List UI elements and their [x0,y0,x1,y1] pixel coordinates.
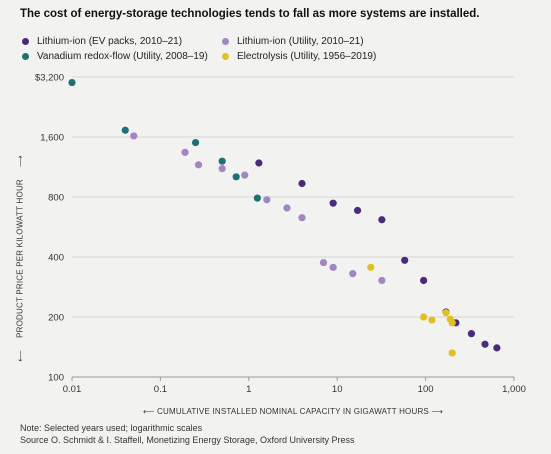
x-tick-label: 0.1 [154,384,167,395]
data-point [255,159,263,167]
data-point [420,313,428,321]
legend-swatch [22,53,29,60]
data-point [298,179,306,188]
data-point [378,216,386,224]
y-tick-label: 200 [48,313,64,324]
y-tick-label: 400 [48,253,64,264]
legend-label: Electrolysis (Utility, 1956–2019) [237,51,377,62]
legend-label: Vanadium redox-flow (Utility, 2008–19) [37,51,208,62]
data-point [68,78,76,87]
data-point [263,196,271,204]
data-point [191,138,200,147]
x-tick-label: 1,000 [502,384,526,395]
legend-swatch [222,38,229,45]
y-tick-label: 1,600 [40,133,64,144]
data-point [218,165,226,173]
data-point [467,330,476,338]
legend-swatch [22,38,29,45]
data-point [298,214,306,222]
note-text: Note: Selected years used; logarithmic s… [20,423,203,433]
chart-notes: Note: Selected years used; logarithmic s… [20,422,540,446]
y-tick-label: 100 [48,373,64,384]
data-point [194,161,203,169]
legend-item-vanadium: Vanadium redox-flow (Utility, 2008–19) [22,51,208,62]
legend-item-liion-ev: Lithium-ion (EV packs, 2010–21) [22,36,182,47]
data-point [353,206,362,215]
legend-label: Lithium-ion (Utility, 2010–21) [237,36,364,47]
data-point [448,319,456,327]
data-point [349,270,357,278]
data-point [181,148,189,156]
data-point [329,263,337,271]
y-tick-label: $3,200 [35,73,64,84]
data-point [401,256,409,264]
x-tick-label: 10 [332,384,343,395]
data-point [121,126,129,134]
data-point [378,276,386,285]
data-point [329,199,337,207]
x-tick-label: 100 [418,384,434,395]
source-text: Source O. Schmidt & I. Staffell, Monetiz… [20,435,355,445]
x-tick-label: 1 [246,384,251,395]
data-point [367,263,375,271]
chart-legend: Lithium-ion (EV packs, 2010–21) Lithium-… [22,36,522,66]
data-point [232,173,240,181]
data-point [442,309,450,317]
legend-item-electrolysis: Electrolysis (Utility, 1956–2019) [222,51,376,62]
data-point [448,349,456,357]
x-axis-title: ⟵ CUMULATIVE INSTALLED NOMINAL CAPACITY … [143,407,443,416]
y-tick-label: 800 [48,193,64,204]
chart-title: The cost of energy-storage technologies … [20,8,480,20]
data-point [241,171,249,179]
data-point [253,194,261,202]
data-point [218,157,226,165]
data-point [481,340,489,348]
data-point [319,258,328,267]
legend-item-liion-utility: Lithium-ion (Utility, 2010–21) [222,36,364,47]
legend-swatch [222,53,229,60]
data-point [130,132,138,140]
data-point [283,204,291,212]
data-point [420,276,428,285]
x-tick-label: 0.01 [63,384,82,395]
data-point [493,344,501,352]
legend-label: Lithium-ion (EV packs, 2010–21) [37,36,183,47]
data-point [428,316,436,324]
